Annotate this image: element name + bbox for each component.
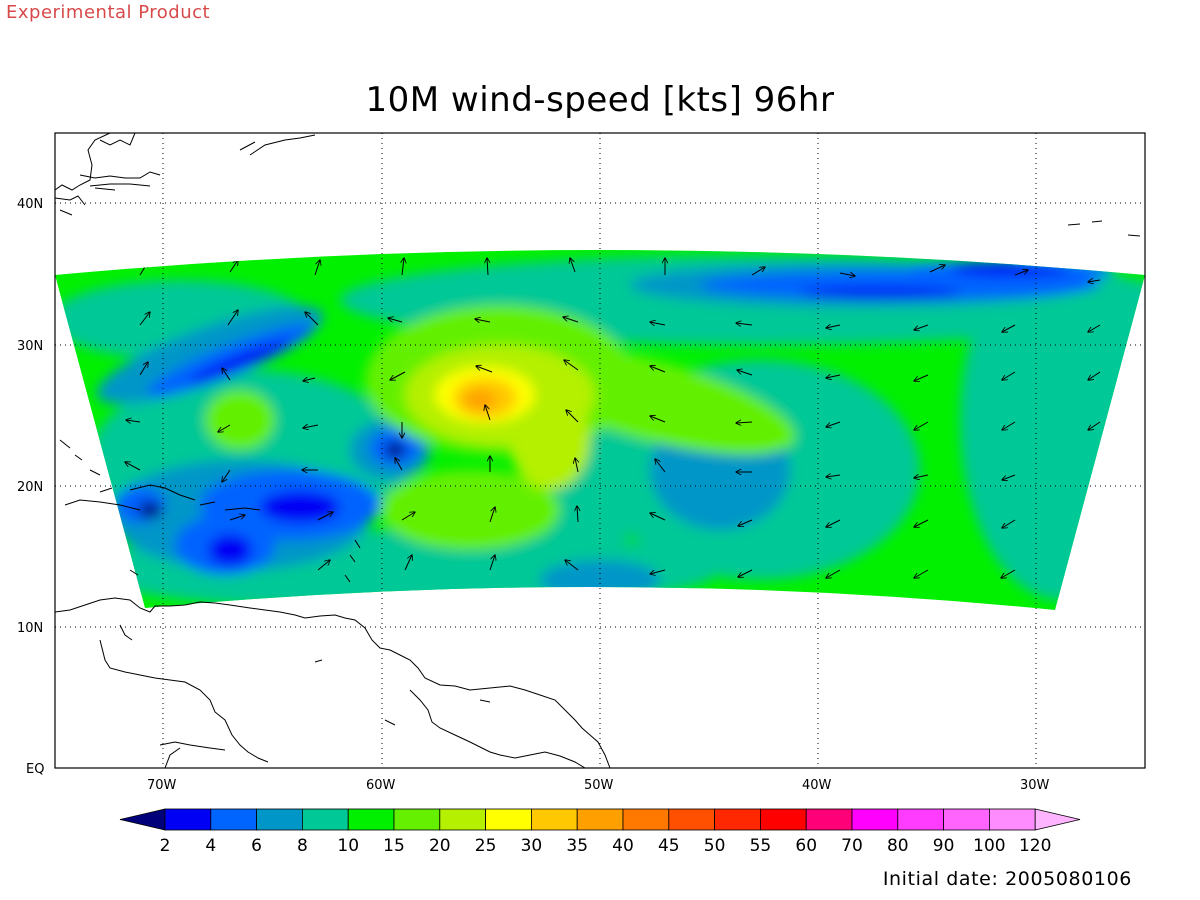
- colorbar-segment: [210, 808, 258, 831]
- lat-axis-labels: 40N 30N 20N 10N EQ: [17, 197, 44, 777]
- colorbar-level-label: 50: [704, 836, 726, 856]
- colorbar-segment: [714, 808, 761, 831]
- lat-label: 10N: [17, 621, 43, 636]
- wind-vector-arrows: [125, 258, 1101, 578]
- colorbar-level-label: 100: [973, 836, 1005, 856]
- lat-label: 20N: [17, 480, 43, 495]
- colorbar-level-label: 60: [795, 836, 817, 856]
- colorbar-level-label: 35: [566, 836, 588, 856]
- colorbar-segment: [851, 808, 899, 831]
- colorbar-segment: [256, 808, 303, 831]
- colorbar-level-label: 45: [658, 836, 680, 856]
- colorbar-level-label: 80: [887, 836, 909, 856]
- colorbar-min-arrow: [119, 808, 166, 831]
- colorbar-segment: [805, 808, 853, 831]
- lon-label: 60W: [366, 778, 396, 793]
- map-title: 10M wind-speed [kts] 96hr: [365, 80, 835, 120]
- lon-label: 70W: [147, 778, 177, 793]
- lat-label: EQ: [26, 762, 44, 777]
- colorbar-segment: [439, 808, 486, 831]
- colorbar-segment: [347, 808, 395, 831]
- wind-speed-field: [55, 250, 1145, 610]
- colorbar-max-arrow: [1034, 808, 1081, 831]
- colorbar-segment: [576, 808, 624, 831]
- colorbar: [119, 808, 1081, 831]
- colorbar-segment: [164, 808, 212, 831]
- lon-label: 40W: [802, 778, 832, 793]
- colorbar-level-label: 8: [297, 836, 308, 856]
- lat-label: 30N: [17, 339, 43, 354]
- colorbar-level-label: 40: [612, 836, 634, 856]
- lon-axis-labels: 70W 60W 50W 40W 30W: [147, 778, 1050, 793]
- colorbar-segment: [485, 808, 532, 831]
- colorbar-segment: [989, 808, 1036, 831]
- map-frame: [54, 132, 1146, 769]
- colorbar-segment: [668, 808, 715, 831]
- colorbar-level-label: 15: [383, 836, 405, 856]
- colorbar-level-label: 90: [933, 836, 955, 856]
- colorbar-segment: [393, 808, 441, 831]
- colorbar-level-label: 120: [1019, 836, 1051, 856]
- colorbar-level-label: 25: [475, 836, 497, 856]
- colorbar-segment: [943, 808, 990, 831]
- colorbar-level-label: 6: [251, 836, 262, 856]
- colorbar-level-label: 55: [750, 836, 772, 856]
- colorbar-segment: [301, 808, 349, 831]
- colorbar-level-label: 30: [521, 836, 543, 856]
- lon-label: 30W: [1020, 778, 1050, 793]
- colorbar-level-label: 2: [160, 836, 171, 856]
- lon-label: 50W: [584, 778, 614, 793]
- colorbar-level-label: 70: [841, 836, 863, 856]
- lat-label: 40N: [17, 197, 43, 212]
- colorbar-segment: [622, 808, 670, 831]
- initial-date: Initial date: 2005080106: [882, 868, 1132, 890]
- coastlines: [55, 133, 1141, 768]
- colorbar-level-label: 4: [205, 836, 216, 856]
- colorbar-level-label: 10: [337, 836, 359, 856]
- colorbar-labels: 2 4 6 8 10 15 20 25 30 35 40 45 50 55 60 70 80 90 100 120: [160, 836, 1052, 856]
- colorbar-segment: [531, 808, 578, 831]
- colorbar-segment: [897, 808, 944, 831]
- graticule: [55, 133, 1145, 768]
- colorbar-level-label: 20: [429, 836, 451, 856]
- experimental-product-label: Experimental Product: [6, 2, 211, 23]
- colorbar-segment: [760, 808, 807, 831]
